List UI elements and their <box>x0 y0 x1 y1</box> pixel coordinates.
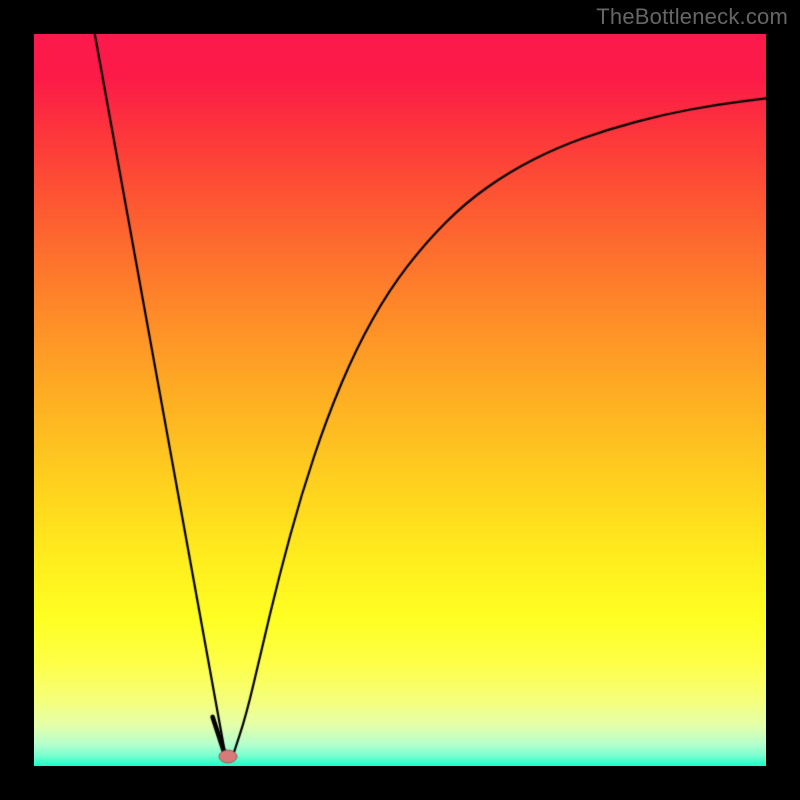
watermark-text: TheBottleneck.com <box>596 4 788 30</box>
bottleneck-plot <box>34 34 766 766</box>
chart-frame: TheBottleneck.com <box>0 0 800 800</box>
plot-canvas <box>34 34 766 766</box>
